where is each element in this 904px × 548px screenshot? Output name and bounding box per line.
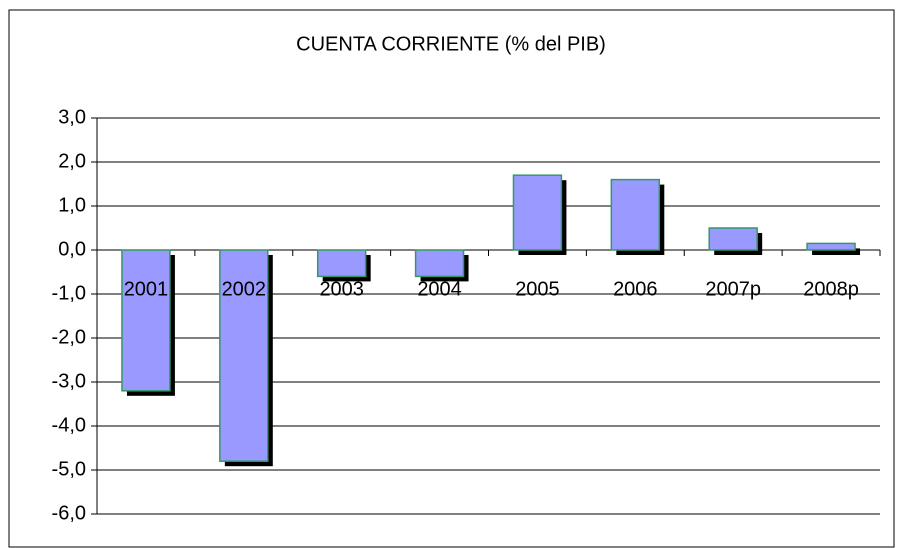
bar [316,249,367,278]
x-tick-label: 2007p [705,278,761,300]
y-tick-label: -1,0 [52,282,86,304]
chart-title: CUENTA CORRIENTE (% del PIB) [296,33,606,55]
bar-shadow [812,248,861,255]
bar [414,249,465,278]
x-tick-label: 2004 [417,278,462,300]
bar [121,249,171,392]
x-tick-label: 2001 [124,278,169,300]
y-tick-label: -2,0 [52,326,86,348]
x-tick-label: 2008p [803,278,859,300]
bar [610,178,661,251]
bar [806,242,856,251]
x-tick-label: 2002 [222,278,267,300]
x-tick-label: 2006 [613,278,658,300]
y-tick-label: 3,0 [58,106,86,128]
bar [708,227,758,251]
bar [219,249,269,462]
y-tick-label: 0,0 [58,238,86,260]
y-tick-label: -4,0 [52,414,86,436]
y-tick-label: -3,0 [52,370,86,392]
y-tick-label: -6,0 [52,502,86,524]
y-tick-label: 2,0 [58,150,86,172]
bar [512,174,563,251]
y-tick-label: 1,0 [58,194,86,216]
x-tick-label: 2005 [515,278,560,300]
x-tick-label: 2003 [319,278,364,300]
y-tick-label: -5,0 [52,458,86,480]
